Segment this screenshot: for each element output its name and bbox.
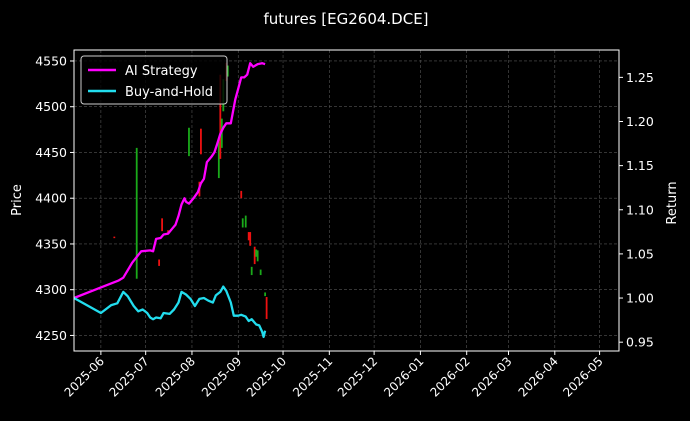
candle [226,65,229,77]
legend: AI Strategy Buy-and-Hold [80,55,228,105]
y2-tick-label: 1.20 [626,114,654,129]
candle [219,74,222,159]
candle [113,236,116,239]
y-tick-label: 4450 [35,145,67,160]
series-line-buy-and-hold [73,285,267,339]
x-tick-label: 2025-06 [62,354,107,399]
candle [244,215,247,228]
y2-tick-label: 1.05 [626,246,654,261]
y-tick-label: 4550 [35,53,67,68]
series-line-ai-strategy [73,62,266,300]
candle [259,269,262,276]
x-tick-label: 2025-09 [199,354,244,399]
candle [264,292,267,297]
x-tick-label: 2026-04 [516,354,561,399]
x-tick-label: 2025-07 [106,354,151,399]
y2-tick-label: 0.95 [626,335,654,350]
candle [265,297,268,319]
candle [256,250,259,262]
x-tick-label: 2025-10 [244,354,289,399]
candle [241,218,244,228]
legend-box [80,55,228,105]
y-tick-label: 4300 [35,282,67,297]
y2-tick-label: 1.00 [626,291,654,306]
plot-frame [73,49,620,352]
candle [253,246,256,265]
candle [161,218,163,232]
candle [217,141,220,179]
y2-axis-label: Return [665,181,680,224]
candle [249,232,252,246]
chart-title: futures [EG2604.DCE] [263,10,428,28]
y-tick-label: 4250 [35,328,67,343]
x-tick-label: 2026-05 [560,354,605,399]
candle [135,147,138,279]
grid-lines [74,50,619,351]
x-tick-label: 2026-02 [427,354,472,399]
x-tick-label: 2025-12 [335,354,380,399]
y2-tick-label: 1.15 [626,158,654,173]
y-axis-label: Price [10,184,25,216]
x-tick-label: 2026-01 [381,354,426,399]
y2-tick-label: 1.25 [626,70,654,85]
candle [200,128,202,155]
y-tick-label: 4500 [35,99,67,114]
candle [167,230,169,233]
y2-tick-label: 1.10 [626,202,654,217]
candle [188,127,190,157]
y-tick-label: 4350 [35,236,67,251]
legend-label-buy-and-hold: Buy-and-Hold [125,85,213,100]
x-tick-label: 2025-08 [153,354,198,399]
candle [247,232,250,241]
candle [250,266,253,276]
series-lines [73,62,267,339]
y-tick-label: 4400 [35,191,67,206]
candle [255,249,258,257]
x-tick-label: 2026-03 [469,354,514,399]
x-tick-label: 2025-11 [290,354,335,399]
candle [158,259,161,266]
candle [240,190,243,199]
legend-label-ai-strategy: AI Strategy [125,64,198,79]
